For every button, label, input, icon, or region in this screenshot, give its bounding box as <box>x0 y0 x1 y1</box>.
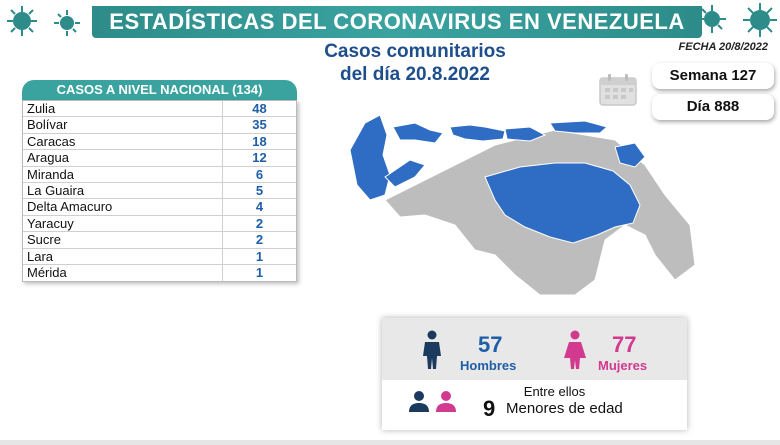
map-region-miranda <box>504 126 547 142</box>
table-row: Bolívar 35 <box>23 117 296 134</box>
map-region-merida <box>384 159 426 188</box>
state-cases: 1 <box>255 264 264 280</box>
day-badge: Día 888 <box>652 94 774 120</box>
state-cases: 5 <box>255 182 264 198</box>
virus-icon <box>743 3 777 37</box>
state-cases: 2 <box>255 215 264 231</box>
minors-intro: Entre ellos <box>523 384 586 399</box>
female-label: Mujeres <box>598 358 648 373</box>
map-region-bolivar <box>484 162 641 244</box>
footer-band <box>0 440 780 445</box>
calendar-icon <box>599 74 637 106</box>
table-row: Aragua 12 <box>23 150 296 167</box>
date-label: FECHA 20/8/2022 <box>678 41 768 53</box>
state-cases: 12 <box>252 150 267 166</box>
subtitle-line1: Casos comunitarios <box>324 41 506 62</box>
table-row: Sucre 2 <box>23 232 296 249</box>
page-title: ESTADÍSTICAS DEL CORONAVIRUS EN VENEZUEL… <box>109 9 685 34</box>
map-region-zulia <box>349 114 391 201</box>
table-row: Delta Amacuro 4 <box>23 199 296 216</box>
state-cases: 6 <box>255 166 264 182</box>
virus-icon <box>54 10 80 36</box>
virus-icon <box>698 5 726 33</box>
banner-bar <box>92 6 702 38</box>
header-banner: ESTADÍSTICAS DEL CORONAVIRUS EN VENEZUEL… <box>0 0 780 42</box>
state-name: Zulia <box>23 101 223 117</box>
state-name: Caracas <box>23 133 223 150</box>
cases-table: Zulia 48 Bolívar 35 Caracas 18 Aragua 12 Mir… <box>22 100 297 283</box>
male-icon <box>423 330 441 369</box>
state-name: Miranda <box>23 166 223 182</box>
table-header: CASOS A NIVEL NACIONAL (134) <box>22 80 297 100</box>
minors-count: 9 <box>483 396 496 421</box>
minors-label: Menores de edad <box>506 400 623 417</box>
table-row: Mérida 1 <box>23 264 296 282</box>
state-cases: 48 <box>252 101 267 116</box>
state-name: Bolívar <box>23 117 223 133</box>
table-row: Lara 1 <box>23 248 296 265</box>
table-row: Miranda 6 <box>23 166 296 183</box>
map-region-yaracuy-lara <box>392 122 444 144</box>
state-cases: 2 <box>255 232 264 248</box>
week-badge: Semana 127 <box>652 63 774 89</box>
demographics-box: 57 Hombres 77 Mujeres Entre ellos 9 Meno… <box>382 318 687 430</box>
map-region-delta <box>614 142 646 168</box>
virus-icon <box>7 6 37 36</box>
state-name: Delta Amacuro <box>23 199 223 215</box>
female-count: 77 <box>612 332 637 357</box>
table-row: La Guaira 5 <box>23 182 296 200</box>
state-name: La Guaira <box>23 182 223 199</box>
subtitle: Casos comunitarios del día 20.8.2022 <box>290 40 540 86</box>
table-row: Yaracuy 2 <box>23 215 296 233</box>
male-count: 57 <box>478 332 503 357</box>
state-name: Lara <box>23 248 223 264</box>
map-region-sucre <box>549 120 609 134</box>
state-cases: 1 <box>255 248 264 264</box>
state-cases: 4 <box>255 199 264 215</box>
map-region-aragua-caracas <box>449 124 506 142</box>
state-name: Sucre <box>23 232 223 248</box>
state-name: Yaracuy <box>23 215 223 232</box>
subtitle-line2: del día 20.8.2022 <box>340 64 490 85</box>
minors-icon <box>409 391 456 412</box>
state-cases: 35 <box>252 117 267 133</box>
table-row: Caracas 18 <box>23 133 296 151</box>
female-icon <box>564 330 586 369</box>
male-label: Hombres <box>460 358 517 373</box>
state-name: Aragua <box>23 150 223 166</box>
state-name: Mérida <box>23 264 223 282</box>
state-cases: 18 <box>252 133 267 149</box>
venezuela-map <box>349 114 696 296</box>
table-row: Zulia 48 <box>23 101 296 118</box>
